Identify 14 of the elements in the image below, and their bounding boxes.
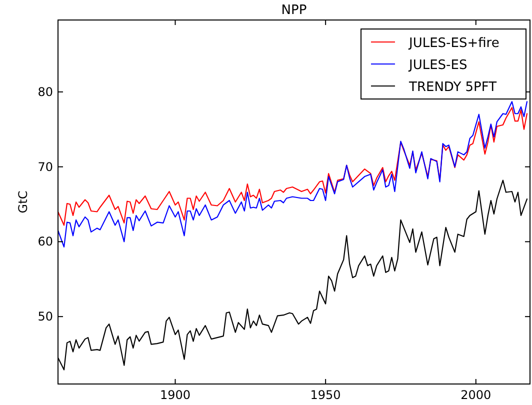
x-tick-label: 2000 xyxy=(460,388,492,402)
legend-label: JULES-ES xyxy=(408,58,468,73)
line-series xyxy=(58,101,528,248)
legend-label: TRENDY 5PFT xyxy=(408,80,497,95)
y-tick-label: 60 xyxy=(38,234,53,249)
line-series xyxy=(58,107,528,226)
x-tick-label: 1950 xyxy=(310,388,341,402)
x-tick-label: 1900 xyxy=(160,388,191,402)
chart-title: NPP xyxy=(281,3,307,18)
y-tick-label: 50 xyxy=(38,310,53,324)
y-tick-label: 80 xyxy=(38,84,53,99)
legend-label: JULES-ES+fire xyxy=(408,36,500,51)
y-axis-title: GtC xyxy=(16,190,30,214)
y-tick-label: 70 xyxy=(38,160,53,174)
